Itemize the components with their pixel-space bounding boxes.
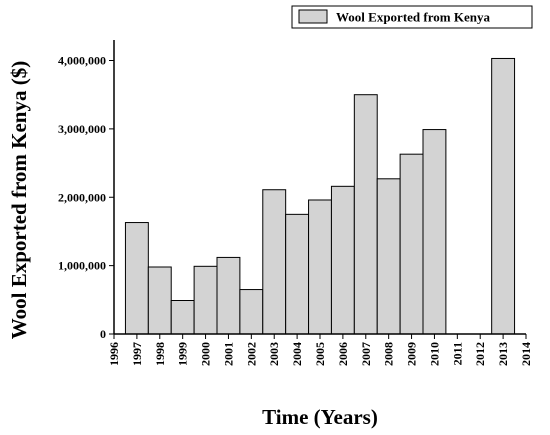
legend-swatch xyxy=(298,9,328,24)
x-tick-label-2002: 2002 xyxy=(244,342,258,366)
y-tick-label-1000000: 1,000,000 xyxy=(58,259,106,273)
x-tick-label-2013: 2013 xyxy=(496,342,510,366)
x-tick-label-2008: 2008 xyxy=(382,342,396,366)
x-tick-label-1998: 1998 xyxy=(153,342,167,366)
x-axis-title: Time (Years) xyxy=(262,405,378,429)
bar-2000 xyxy=(193,265,218,335)
x-tick-label-2009: 2009 xyxy=(405,342,419,366)
bar-1997 xyxy=(124,222,149,335)
x-tick-label-2004: 2004 xyxy=(290,342,304,366)
x-ticks-group: 1996 1997 1998 1999 2000 2001 2002 2003 2004 2005… xyxy=(107,334,533,366)
x-tick-label-1996: 1996 xyxy=(107,342,121,366)
bar-2002 xyxy=(239,289,264,335)
x-tick-label-2003: 2003 xyxy=(267,342,281,366)
x-tick-label-2012: 2012 xyxy=(473,342,487,366)
legend-box xyxy=(291,5,533,29)
x-tick-label-2000: 2000 xyxy=(199,342,213,366)
x-tick-label-2007: 2007 xyxy=(359,342,373,366)
bar-1999 xyxy=(170,300,195,335)
x-tick-label-1997: 1997 xyxy=(130,342,144,366)
x-tick-label-2014: 2014 xyxy=(519,342,533,366)
y-ticks-group: 0 1,000,000 2,000,000 3,000,000 4,000,000 xyxy=(58,54,114,341)
bar-2001 xyxy=(216,256,241,335)
y-axis-title: Wool Exported from Kenya ($) xyxy=(7,61,31,339)
x-tick-label-2011: 2011 xyxy=(450,342,464,365)
bar-2006 xyxy=(330,185,355,335)
x-tick-label-2010: 2010 xyxy=(427,342,441,366)
bars-group xyxy=(124,57,516,335)
bar-2005 xyxy=(308,199,332,335)
x-tick-label-2001: 2001 xyxy=(221,342,235,366)
bar-2009 xyxy=(399,153,424,335)
y-tick-label-2000000: 2,000,000 xyxy=(58,190,106,204)
x-tick-label-2005: 2005 xyxy=(313,342,327,366)
bar-2013 xyxy=(491,57,516,335)
bar-2003 xyxy=(262,189,287,335)
bar-2007 xyxy=(353,94,378,335)
legend-label: Wool Exported from Kenya xyxy=(336,10,490,25)
x-tick-label-2006: 2006 xyxy=(336,342,350,366)
bar-2010 xyxy=(422,129,447,335)
y-tick-label-4000000: 4,000,000 xyxy=(58,54,106,68)
bar-2004 xyxy=(285,213,310,335)
legend: Wool Exported from Kenya xyxy=(291,5,533,29)
y-tick-label-0: 0 xyxy=(100,327,106,341)
x-tick-label-1999: 1999 xyxy=(176,342,190,366)
bar-2008 xyxy=(376,178,401,335)
y-tick-label-3000000: 3,000,000 xyxy=(58,122,106,136)
bar-1998 xyxy=(147,266,172,335)
